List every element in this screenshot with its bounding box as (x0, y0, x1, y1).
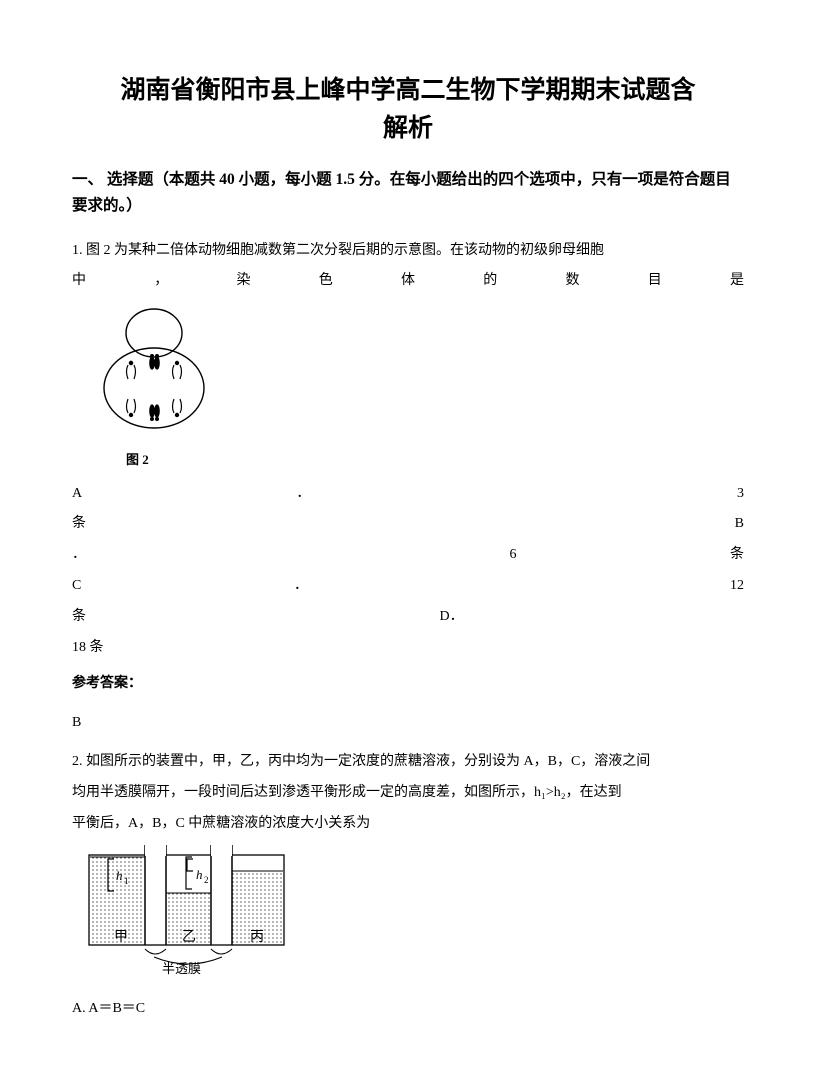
label-bing: 丙 (250, 930, 264, 945)
label-membrane: 半透膜 (162, 961, 201, 975)
q2-line1: 2. 如图所示的装置中，甲，乙，丙中均为一定浓度的蔗糖溶液，分别设为 A，B，C… (72, 747, 744, 778)
figure-2-wrap: 图 2 (84, 303, 744, 474)
q1-opt-d2: 18 条 (72, 633, 744, 664)
doc-title: 湖南省衡阳市县上峰中学高二生物下学期期末试题含 解析 (72, 72, 744, 147)
q2-line2: 均用半透膜隔开，一段时间后达到渗透平衡形成一定的高度差，如图所示，h₁>h₂，在… (72, 778, 744, 809)
svg-text:1: 1 (124, 876, 129, 886)
q1-stem-line2: 中 ， 染 色 体 的 数 目 是 (72, 266, 744, 297)
q1-opt-a: A ． 3 (72, 479, 744, 510)
label-jia: 甲 (114, 930, 128, 945)
q1-opt-b2: ． 6 条 (72, 540, 744, 571)
answer-heading: 参考答案： (72, 669, 744, 700)
title-line-1: 湖南省衡阳市县上峰中学高二生物下学期期末试题含 (120, 76, 695, 104)
q1-opt-b1: 条 B (72, 509, 744, 540)
svg-text:2: 2 (204, 875, 209, 885)
svg-text:h: h (116, 868, 123, 883)
q2-opt-a: A. A＝B＝C (72, 994, 744, 1025)
title-line-2: 解析 (383, 114, 433, 142)
cell-division-icon (84, 303, 224, 433)
figure-2-label: 图 2 (126, 446, 744, 475)
q1-opt-d1: 条 D． (72, 602, 744, 633)
osmosis-apparatus-icon: h 1 h 2 甲 乙 丙 半透膜 (84, 845, 294, 975)
question-2: 2. 如图所示的装置中，甲，乙，丙中均为一定浓度的蔗糖溶液，分别设为 A，B，C… (72, 747, 744, 1025)
section-heading: 一、 选择题（本题共 40 小题，每小题 1.5 分。在每小题给出的四个选项中，… (72, 167, 744, 220)
svg-text:h: h (196, 867, 203, 882)
label-yi: 乙 (182, 929, 196, 945)
q2-line3: 平衡后，A，B，C 中蔗糖溶液的浓度大小关系为 (72, 809, 744, 840)
question-1: 1. 图 2 为某种二倍体动物细胞减数第二次分裂后期的示意图。在该动物的初级卵母… (72, 236, 744, 739)
q1-opt-c: C ． 12 (72, 571, 744, 602)
q1-stem-line1: 1. 图 2 为某种二倍体动物细胞减数第二次分裂后期的示意图。在该动物的初级卵母… (72, 236, 744, 267)
osmosis-figure: h 1 h 2 甲 乙 丙 半透膜 (84, 845, 744, 988)
document-page: 湖南省衡阳市县上峰中学高二生物下学期期末试题含 解析 一、 选择题（本题共 40… (0, 0, 816, 1065)
answer-letter: B (72, 708, 744, 739)
